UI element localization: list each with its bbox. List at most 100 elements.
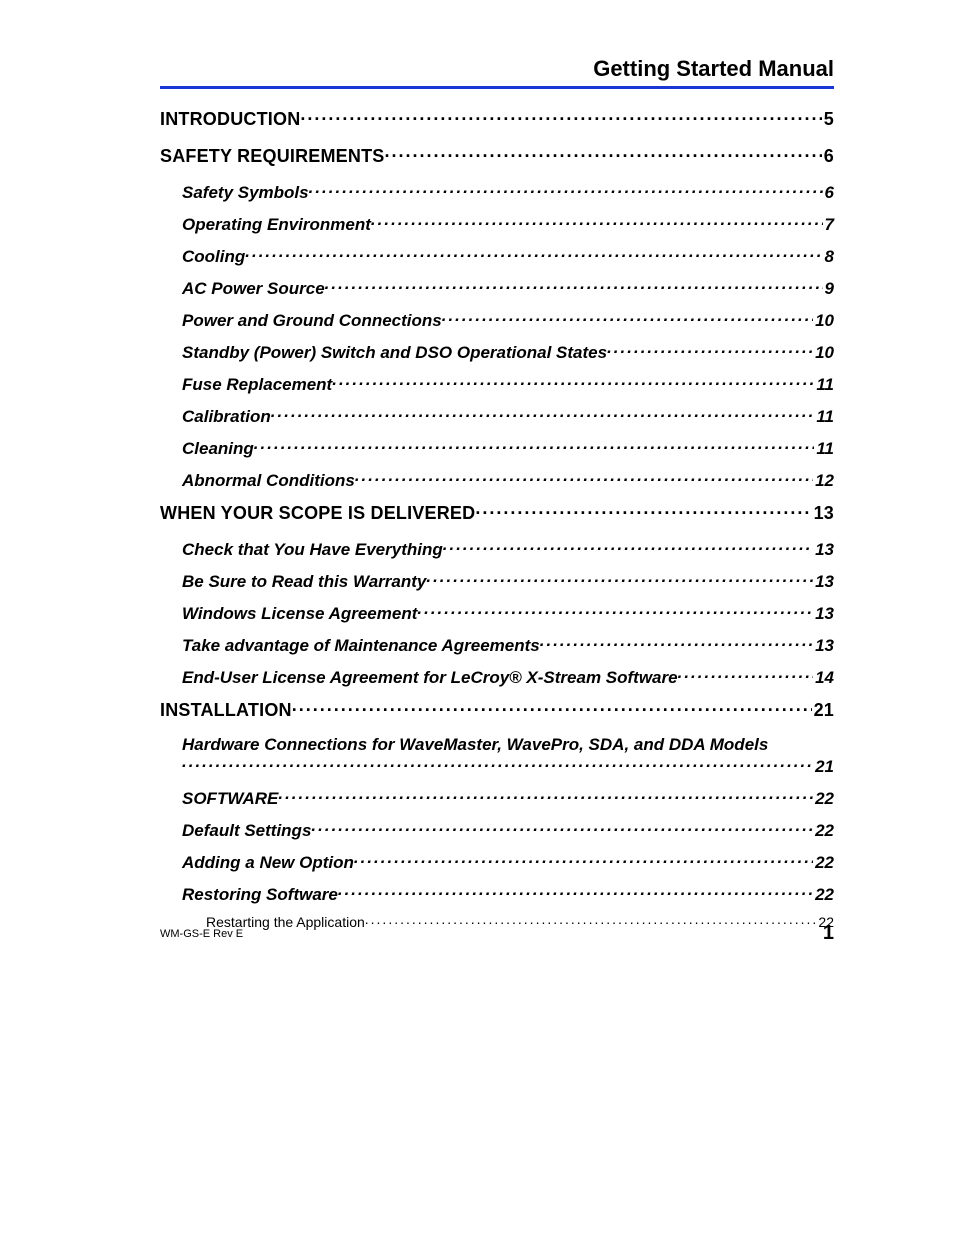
toc-leader <box>678 666 813 683</box>
toc-title: Check that You Have Everything <box>182 540 443 560</box>
toc-entry: Adding a New Option 22 <box>160 851 834 873</box>
toc-title: Adding a New Option <box>182 853 354 873</box>
toc-page: 21 <box>812 700 834 721</box>
toc-page: 22 <box>813 821 834 841</box>
footer-doc-id: WM-GS-E Rev E <box>160 928 243 940</box>
toc-title: INSTALLATION <box>160 700 292 721</box>
toc-title: Default Settings <box>182 821 311 841</box>
toc-title: Windows License Agreement <box>182 604 417 624</box>
toc-entry: Restoring Software 22 <box>160 883 834 905</box>
toc-page: 8 <box>823 247 834 267</box>
toc-entry: SAFETY REQUIREMENTS 6 <box>160 144 834 167</box>
toc-title: Hardware Connections for WaveMaster, Wav… <box>182 735 834 755</box>
table-of-contents: INTRODUCTION5SAFETY REQUIREMENTS6Safety … <box>160 107 834 930</box>
toc-entry: SOFTWARE 22 <box>160 787 834 809</box>
toc-entry: Hardware Connections for WaveMaster, Wav… <box>160 735 834 777</box>
toc-page: 9 <box>823 279 834 299</box>
toc-title: Be Sure to Read this Warranty <box>182 572 426 592</box>
toc-leader <box>325 277 823 294</box>
toc-leader <box>540 634 813 651</box>
toc-title: Cooling <box>182 247 245 267</box>
toc-title: Power and Ground Connections <box>182 311 442 331</box>
toc-leader <box>278 787 813 804</box>
toc-leader <box>355 469 813 486</box>
toc-page: 22 <box>813 789 834 809</box>
toc-page: 13 <box>813 540 834 560</box>
toc-leader <box>309 181 823 198</box>
toc-title: Standby (Power) Switch and DSO Operation… <box>182 343 607 363</box>
toc-entry: Default Settings 22 <box>160 819 834 841</box>
toc-entry: Power and Ground Connections 10 <box>160 309 834 331</box>
toc-page: 13 <box>812 503 834 524</box>
toc-leader <box>292 698 812 716</box>
toc-page: 5 <box>822 109 834 130</box>
toc-page: 7 <box>823 215 834 235</box>
toc-leader <box>311 819 813 836</box>
toc-title: SAFETY REQUIREMENTS <box>160 146 385 167</box>
toc-page: 11 <box>814 439 834 459</box>
toc-entry: Standby (Power) Switch and DSO Operation… <box>160 341 834 363</box>
toc-leader <box>354 851 813 868</box>
toc-entry: AC Power Source 9 <box>160 277 834 299</box>
toc-title: Safety Symbols <box>182 183 309 203</box>
toc-entry: INTRODUCTION 5 <box>160 107 834 130</box>
toc-leader <box>254 437 815 454</box>
toc-title: Abnormal Conditions <box>182 471 355 491</box>
toc-title: AC Power Source <box>182 279 325 299</box>
toc-entry: Cleaning 11 <box>160 437 834 459</box>
toc-entry: Take advantage of Maintenance Agreements… <box>160 634 834 656</box>
toc-page: 14 <box>813 668 834 688</box>
toc-page: 11 <box>814 407 834 427</box>
toc-title: Take advantage of Maintenance Agreements <box>182 636 540 656</box>
toc-page: 12 <box>813 471 834 491</box>
toc-entry: WHEN YOUR SCOPE IS DELIVERED 13 <box>160 501 834 524</box>
toc-entry: Cooling 8 <box>160 245 834 267</box>
toc-entry: INSTALLATION 21 <box>160 698 834 721</box>
toc-page: 22 <box>813 853 834 873</box>
toc-title: Restoring Software <box>182 885 338 905</box>
toc-leader <box>300 107 821 125</box>
toc-leader <box>332 373 814 390</box>
toc-leader <box>271 405 815 422</box>
toc-entry: End-User License Agreement for LeCroy® X… <box>160 666 834 688</box>
toc-title: WHEN YOUR SCOPE IS DELIVERED <box>160 503 475 524</box>
toc-leader <box>338 883 813 900</box>
toc-leader <box>182 755 813 772</box>
toc-page: 11 <box>814 375 834 395</box>
toc-title: End-User License Agreement for LeCroy® X… <box>182 668 678 688</box>
toc-leader <box>443 538 813 555</box>
toc-title: Operating Environment <box>182 215 371 235</box>
toc-title: Cleaning <box>182 439 254 459</box>
toc-entry: Safety Symbols 6 <box>160 181 834 203</box>
toc-leader <box>607 341 813 358</box>
toc-page: 13 <box>813 572 834 592</box>
toc-page: 6 <box>822 146 834 167</box>
toc-entry: Fuse Replacement 11 <box>160 373 834 395</box>
toc-entry: Be Sure to Read this Warranty 13 <box>160 570 834 592</box>
toc-leader <box>245 245 822 262</box>
toc-leader <box>417 602 813 619</box>
toc-leader <box>426 570 813 587</box>
toc-title: SOFTWARE <box>182 789 278 809</box>
toc-leader <box>371 213 823 230</box>
toc-leader <box>385 144 822 162</box>
toc-entry: Operating Environment 7 <box>160 213 834 235</box>
toc-page: 10 <box>813 343 834 363</box>
toc-entry: Calibration 11 <box>160 405 834 427</box>
toc-page: 6 <box>823 183 834 203</box>
page-footer: WM-GS-E Rev E 1 <box>160 922 834 945</box>
toc-title: INTRODUCTION <box>160 109 300 130</box>
toc-entry: Abnormal Conditions 12 <box>160 469 834 491</box>
toc-page: 10 <box>813 311 834 331</box>
toc-page: 22 <box>813 885 834 905</box>
toc-leader <box>475 501 811 519</box>
toc-page: 13 <box>813 604 834 624</box>
toc-title: Calibration <box>182 407 271 427</box>
header-rule <box>160 86 834 89</box>
toc-page: 21 <box>813 757 834 777</box>
toc-entry: Windows License Agreement 13 <box>160 602 834 624</box>
toc-title: Fuse Replacement <box>182 375 332 395</box>
toc-leader <box>442 309 813 326</box>
toc-entry: Check that You Have Everything 13 <box>160 538 834 560</box>
document-page: Getting Started Manual INTRODUCTION5SAFE… <box>0 0 954 1235</box>
